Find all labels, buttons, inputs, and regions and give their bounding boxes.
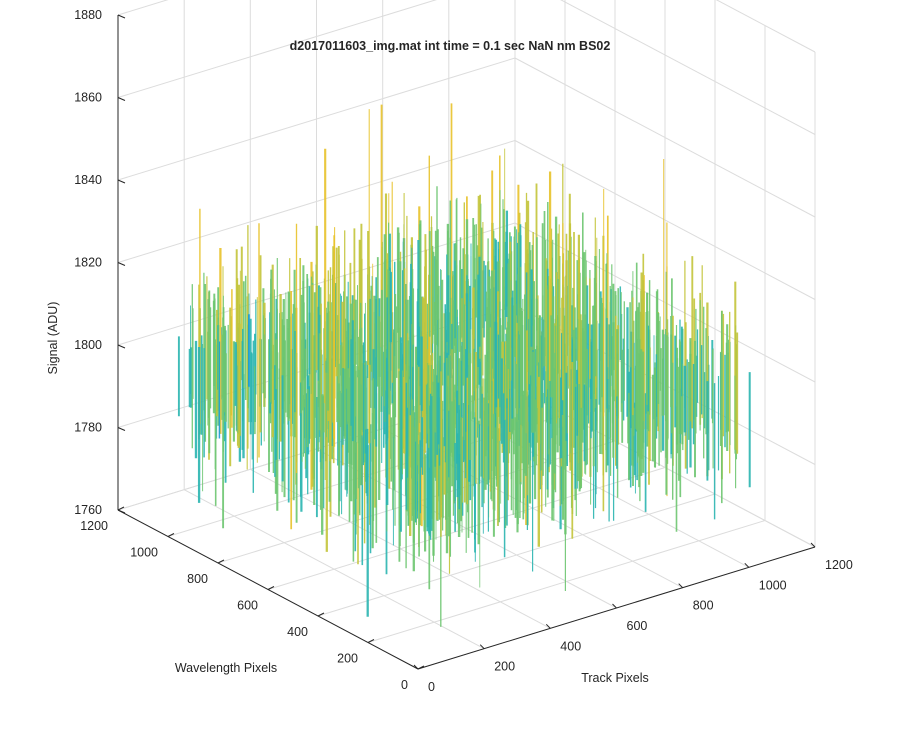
z-axis-label: Signal (ADU) [46,302,60,375]
z-tick [117,179,126,184]
grid-line-z-left-wall [117,57,516,181]
z-tick [117,344,126,349]
x-tick-label: 1200 [825,558,853,572]
x-tick-label: 200 [494,660,515,674]
y-tick [267,586,275,590]
z-tick-label: 1860 [74,91,102,105]
grid-line-z-left-wall [117,0,437,98]
x-tick-label: 0 [428,680,435,694]
z-tick [117,427,126,431]
z-tick-label: 1780 [74,421,102,435]
axis-layer: 0 200 400 600 800 1000 1200 0 200 400 600 800 1000 12… [74,8,853,694]
y-tick-label: 1200 [80,519,108,533]
x-tick [545,623,551,629]
y-tick [167,533,175,537]
z-tick [117,262,126,266]
chart-title: d2017011603_img.mat int time = 0.1 sec N… [290,39,611,53]
z-tick-label: 1800 [74,338,102,352]
y-tick-label: 800 [187,572,208,586]
x-tick [678,583,684,589]
y-tick [217,559,225,564]
surface-layer [177,103,751,627]
x-tick [413,664,419,670]
grid-line-y-floor [367,520,766,643]
z-tick-label: 1880 [74,8,102,22]
x-tick [744,562,750,568]
z-tick [117,97,126,101]
y-tick-label: 0 [401,678,408,692]
grid-line-y-floor [317,493,716,617]
grid-line-z-right-wall [514,222,816,383]
x-tick [612,603,617,609]
y-tick-label: 200 [337,652,358,666]
z-tick [117,14,126,19]
y-axis-label: Wavelength Pixels [175,661,277,675]
y-tick-label: 400 [287,625,308,639]
grid-line-z-left-wall [117,140,516,263]
x-tick [479,644,485,650]
x-tick-label: 600 [627,619,648,633]
z-tick-label: 1760 [74,503,102,517]
y-tick-label: 600 [237,599,258,613]
y-tick [417,665,425,670]
grid-line-z-right-wall [560,0,816,135]
z-tick-label: 1820 [74,256,102,270]
grid-line-z-right-wall [514,57,816,218]
grid-line-z-right-wall [514,140,816,300]
x-axis-label: Track Pixels [581,671,649,685]
y-tick [317,612,325,617]
x-tick-label: 400 [560,639,581,653]
z-tick [117,509,126,514]
y-tick [117,506,125,511]
x-tick-label: 1000 [759,578,787,592]
x-tick-label: 800 [693,599,714,613]
x-tick [810,542,816,548]
grid-line-z-right-wall [715,0,816,53]
y-tick-label: 1000 [130,546,158,560]
y-tick [367,639,375,643]
z-tick-label: 1840 [74,173,102,187]
